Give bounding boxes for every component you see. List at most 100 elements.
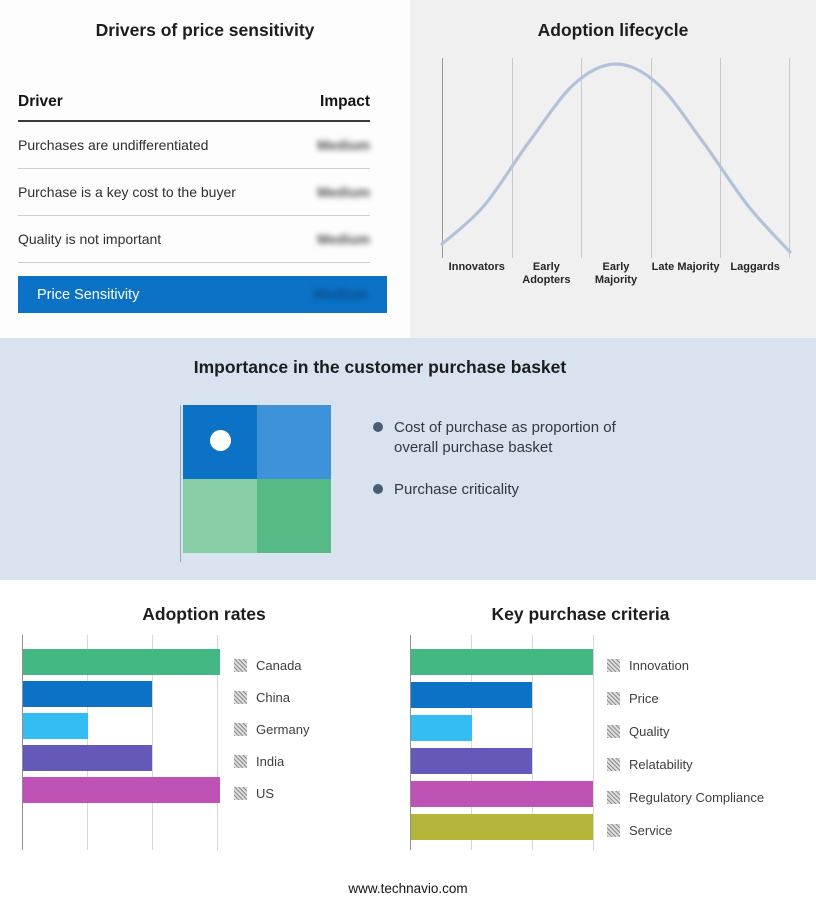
impact-column-header: Impact — [320, 93, 370, 110]
price-sensitivity-label: Price Sensitivity — [37, 286, 140, 303]
bar-india — [23, 745, 153, 771]
legend-item: US — [234, 777, 309, 809]
legend-label: Price — [629, 691, 659, 706]
bar-innovation — [411, 649, 593, 675]
stage-label-early-majority: Early Majority — [594, 261, 638, 287]
bottom-section: Adoption rates Canada China Germany India US… — [0, 580, 816, 902]
key-purchase-criteria-chart: Innovation Price Quality Relatability Regula… — [410, 635, 816, 850]
adoption-curve-svg — [440, 62, 792, 254]
legend-swatch-icon — [234, 690, 247, 704]
legend-swatch-icon — [234, 658, 247, 672]
drivers-title: Drivers of price sensitivity — [95, 20, 315, 40]
stage-label-early-adopters: Early Adopters — [522, 261, 571, 287]
impact-value: Medium — [317, 231, 370, 247]
adoption-rates-chart: Canada China Germany India US — [22, 635, 408, 850]
driver-column-header: Driver — [18, 93, 63, 110]
legend-item: Regulatory Compliance — [607, 781, 764, 814]
legend-label: Service — [629, 823, 673, 838]
gridline — [511, 58, 513, 258]
key-purchase-criteria-title: Key purchase criteria — [491, 604, 670, 624]
bar-china — [23, 681, 153, 707]
marker-dot-icon — [210, 430, 231, 451]
stage-labels: Innovators Early Adopters Early Majority… — [442, 261, 790, 287]
gridline — [720, 58, 722, 258]
legend-swatch-icon — [234, 754, 247, 768]
adoption-rates-title: Adoption rates — [142, 604, 266, 624]
legend-item: Relatability — [607, 748, 764, 781]
bullet-text: Cost of purchase as proportion of overal… — [394, 419, 616, 456]
basket-content: Cost of purchase as proportion of overal… — [180, 405, 816, 562]
price-sensitivity-bar: Price Sensitivity Medium — [18, 276, 387, 313]
footer-url: www.technavio.com — [348, 881, 468, 896]
legend-label: India — [256, 753, 285, 769]
legend-item: India — [234, 745, 309, 777]
bullet-text: Purchase criticality — [394, 480, 520, 498]
legend-item: Quality — [607, 715, 764, 748]
legend-swatch-icon — [607, 659, 620, 672]
basket-bullets: Cost of purchase as proportion of overal… — [373, 418, 651, 553]
purchase-basket-matrix — [180, 405, 331, 562]
lifecycle-title: Adoption lifecycle — [537, 20, 689, 40]
legend-item: Canada — [234, 649, 309, 681]
bar-us — [23, 777, 221, 803]
key-purchase-criteria-panel: Key purchase criteria Innovation Price Qua… — [408, 580, 816, 902]
bar-germany — [23, 713, 88, 739]
bar-quality — [411, 715, 472, 741]
bar-relatability — [411, 748, 533, 774]
chart-legend: Canada China Germany India US — [234, 635, 309, 850]
legend-label: Quality — [629, 724, 670, 739]
bar-plot — [410, 635, 594, 850]
legend-label: Innovation — [629, 658, 689, 673]
quadrant-cell-bottom-left — [183, 479, 257, 553]
legend-swatch-icon — [234, 786, 247, 800]
legend-label: China — [256, 689, 290, 705]
bullet-item: Purchase criticality — [373, 480, 651, 500]
quadrant-cell-bottom-right — [257, 479, 331, 553]
legend-swatch-icon — [607, 692, 620, 705]
quadrant-cell-top-left — [183, 405, 257, 479]
bar-regulatory-compliance — [411, 781, 593, 807]
purchase-basket-section: Importance in the customer purchase bask… — [0, 338, 816, 580]
legend-item: Innovation — [607, 649, 764, 682]
gridline — [789, 58, 790, 258]
adoption-rates-panel: Adoption rates Canada China Germany India US — [0, 580, 408, 902]
legend-swatch-icon — [607, 725, 620, 738]
legend-swatch-icon — [607, 824, 620, 837]
bullet-icon — [373, 483, 383, 494]
legend-label: Regulatory Compliance — [629, 790, 765, 805]
legend-item: Price — [607, 682, 764, 715]
bullet-item: Cost of purchase as proportion of overal… — [373, 418, 651, 458]
stage-label-late-majority: Late Majority — [651, 261, 720, 273]
bar-canada — [23, 649, 221, 675]
legend-item: China — [234, 681, 309, 713]
y-axis-line — [442, 58, 443, 258]
bar-price — [411, 682, 533, 708]
impact-value: Medium — [317, 184, 370, 200]
legend-item: Germany — [234, 713, 309, 745]
bell-curve-path — [440, 62, 792, 254]
legend-swatch-icon — [234, 722, 247, 736]
drivers-table-header: Driver Impact — [18, 93, 370, 122]
basket-title: Importance in the customer purchase bask… — [193, 357, 567, 377]
legend-label: Relatability — [629, 757, 693, 772]
top-section: Drivers of price sensitivity Driver Impa… — [0, 0, 816, 338]
legend-swatch-icon — [607, 791, 620, 804]
table-row: Quality is not important Medium — [18, 216, 370, 263]
driver-cell: Purchase is a key cost to the buyer — [18, 184, 236, 200]
lifecycle-panel: Adoption lifecycle Innovators Early Adop… — [410, 0, 816, 338]
legend-item: Service — [607, 814, 764, 847]
driver-cell: Purchases are undifferentiated — [18, 137, 209, 153]
stage-label-laggards: Laggards — [730, 261, 780, 273]
drivers-panel: Drivers of price sensitivity Driver Impa… — [0, 0, 410, 338]
gridline — [650, 58, 652, 258]
table-row: Purchases are undifferentiated Medium — [18, 122, 370, 169]
quadrant-cell-top-right — [257, 405, 331, 479]
stage-label-innovators: Innovators — [448, 261, 505, 273]
drivers-table: Driver Impact Purchases are undifferenti… — [18, 93, 370, 263]
impact-value: Medium — [317, 137, 370, 153]
legend-label: Germany — [256, 721, 310, 737]
legend-swatch-icon — [607, 758, 620, 771]
chart-legend: Innovation Price Quality Relatability Regula… — [607, 635, 764, 850]
driver-cell: Quality is not important — [18, 231, 162, 247]
